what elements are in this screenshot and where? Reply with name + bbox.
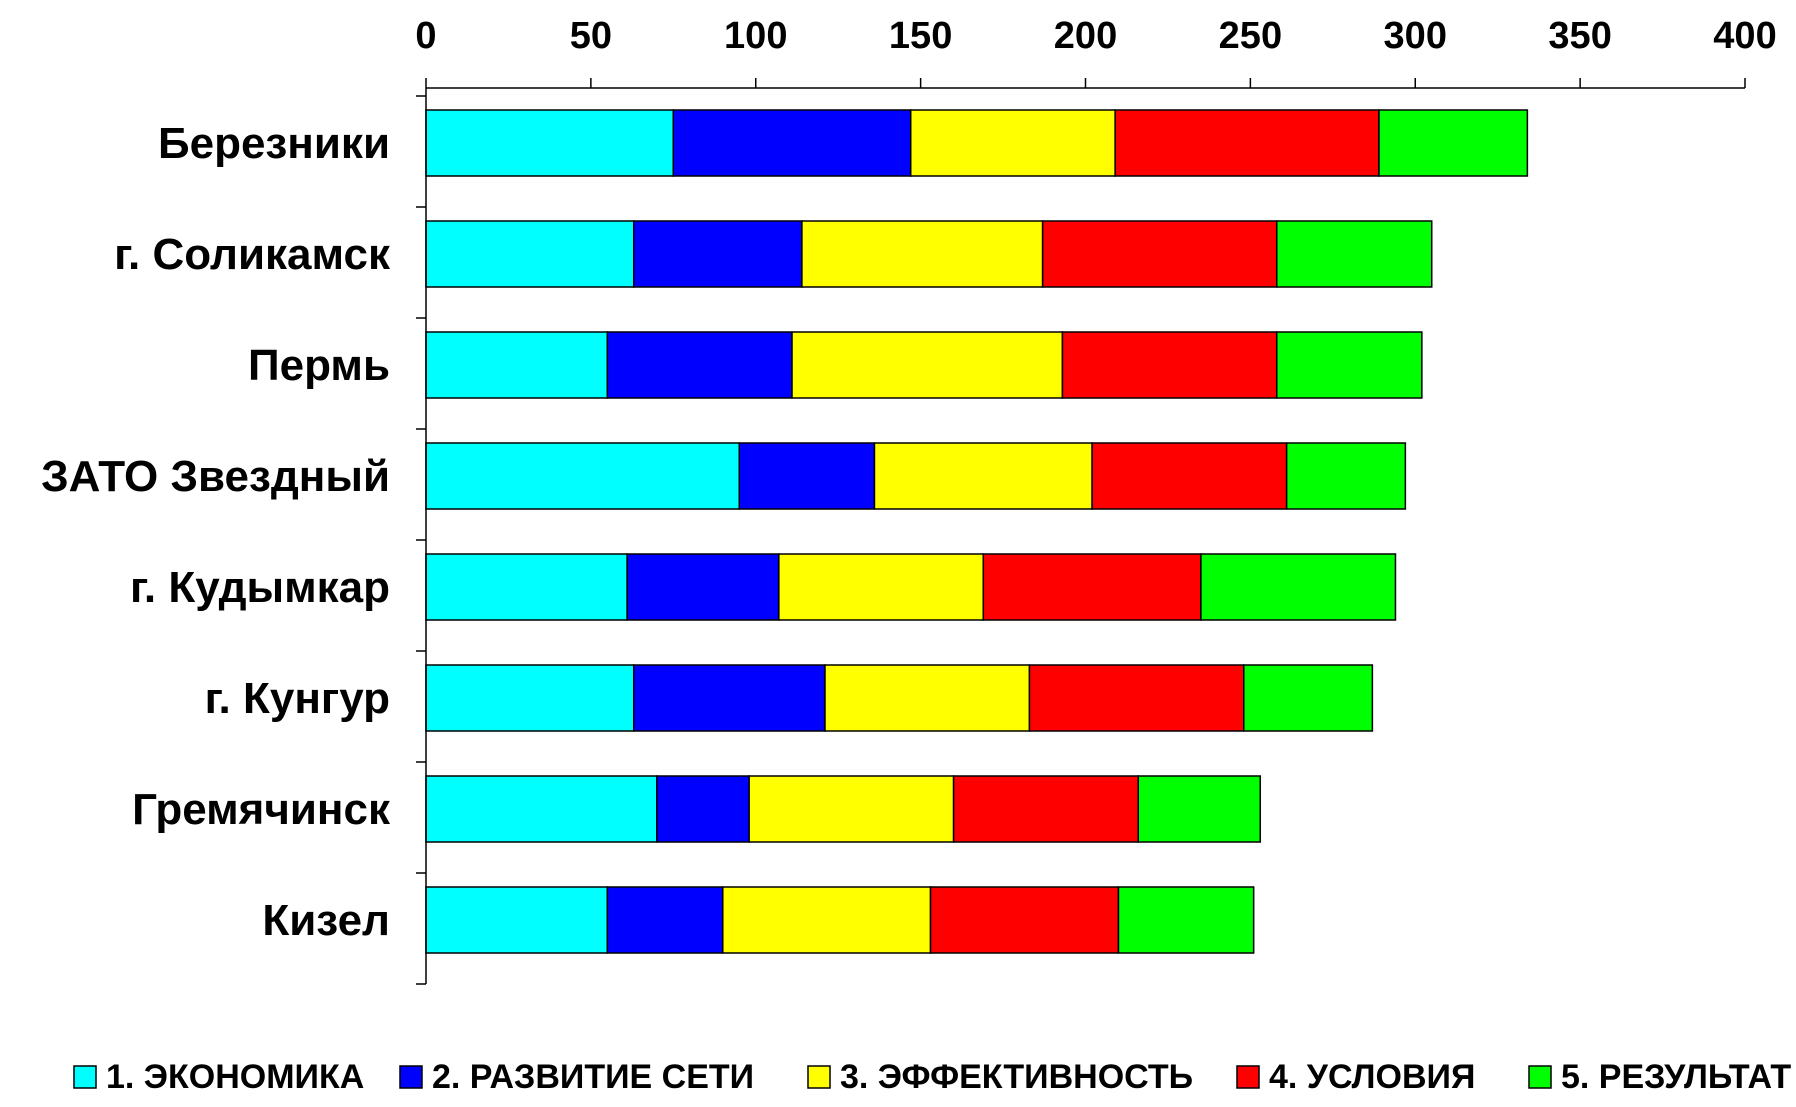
legend-label: 3. ЭФФЕКТИВНОСТЬ xyxy=(840,1058,1193,1096)
bar-segment-2-3 xyxy=(801,220,1044,288)
bar-segment-4-2 xyxy=(738,442,876,510)
legend-label: 1. ЭКОНОМИКА xyxy=(106,1058,364,1096)
legend-swatch xyxy=(73,1065,97,1089)
bar-segment-1-1 xyxy=(425,109,675,177)
bar-segment-8-4 xyxy=(929,886,1120,954)
bar-segment-5-3 xyxy=(778,553,985,621)
bar-segment-1-2 xyxy=(672,109,912,177)
bar-segment-7-3 xyxy=(748,775,955,843)
category-label: Пермь xyxy=(248,341,390,390)
bar-segment-3-1 xyxy=(425,331,609,399)
bar-segment-6-5 xyxy=(1243,664,1374,732)
bar-segment-5-4 xyxy=(982,553,1202,621)
bar-segment-5-5 xyxy=(1200,553,1397,621)
legend-label: 2. РАЗВИТИЕ СЕТИ xyxy=(432,1058,754,1096)
category-label: Кизел xyxy=(262,896,390,945)
bar-segment-8-2 xyxy=(606,886,724,954)
bar-segment-6-2 xyxy=(632,664,826,732)
bar-segment-7-4 xyxy=(952,775,1140,843)
bar-segment-7-2 xyxy=(656,775,750,843)
x-tick-label: 150 xyxy=(889,15,952,57)
bar-segment-3-5 xyxy=(1276,331,1423,399)
legend: 1. ЭКОНОМИКА 2. РАЗВИТИЕ СЕТИ 3. ЭФФЕКТИВН… xyxy=(73,1058,1791,1096)
category-label: г. Кунгур xyxy=(205,674,390,723)
bar-segment-1-4 xyxy=(1114,109,1380,177)
bar-segment-5-1 xyxy=(425,553,628,621)
bar-segment-4-4 xyxy=(1091,442,1288,510)
bar-segment-2-2 xyxy=(632,220,803,288)
category-label: г. Соликамск xyxy=(114,230,391,279)
bar-segment-5-2 xyxy=(626,553,780,621)
category-axis: Березники г. Соликамск Пермь ЗАТО Звездный г… xyxy=(41,88,427,985)
legend-swatch xyxy=(1236,1065,1260,1089)
bar-segment-2-5 xyxy=(1276,220,1433,288)
legend-swatch xyxy=(807,1065,831,1089)
bar-segment-3-2 xyxy=(606,331,793,399)
value-axis: 0 50 100 150 200 250 300 350 400 xyxy=(415,15,1777,89)
bar-segment-4-5 xyxy=(1285,442,1407,510)
bar-segment-3-3 xyxy=(791,331,1064,399)
legend-label: 4. УСЛОВИЯ xyxy=(1269,1058,1475,1096)
x-tick-label: 350 xyxy=(1548,15,1611,57)
x-tick-label: 250 xyxy=(1219,15,1282,57)
category-label: г. Кудымкар xyxy=(130,563,390,612)
bar-segment-1-3 xyxy=(909,109,1116,177)
bar-segment-2-4 xyxy=(1041,220,1278,288)
bars-layer xyxy=(425,109,1529,954)
x-tick-label: 100 xyxy=(724,15,787,57)
bar-segment-4-1 xyxy=(425,442,741,510)
category-label: Березники xyxy=(158,119,390,168)
category-label: Гремячинск xyxy=(132,785,391,834)
x-tick-label: 50 xyxy=(570,15,612,57)
bar-segment-8-3 xyxy=(722,886,932,954)
x-tick-label: 0 xyxy=(415,15,436,57)
x-tick-label: 400 xyxy=(1713,15,1776,57)
bar-segment-3-4 xyxy=(1061,331,1278,399)
category-label: ЗАТО Звездный xyxy=(41,452,390,501)
x-tick-label: 300 xyxy=(1384,15,1447,57)
bar-segment-1-5 xyxy=(1378,109,1529,177)
legend-swatch xyxy=(399,1065,423,1089)
bar-segment-7-1 xyxy=(425,775,658,843)
bar-segment-6-3 xyxy=(824,664,1031,732)
legend-swatch xyxy=(1528,1065,1552,1089)
x-tick-label: 200 xyxy=(1054,15,1117,57)
bar-segment-8-1 xyxy=(425,886,609,954)
bar-segment-4-3 xyxy=(873,442,1093,510)
bar-segment-6-4 xyxy=(1028,664,1245,732)
bar-segment-6-1 xyxy=(425,664,635,732)
bar-segment-2-1 xyxy=(425,220,635,288)
legend-label: 5. РЕЗУЛЬТАТ xyxy=(1561,1058,1791,1096)
bar-segment-7-5 xyxy=(1137,775,1262,843)
bar-segment-8-5 xyxy=(1117,886,1255,954)
